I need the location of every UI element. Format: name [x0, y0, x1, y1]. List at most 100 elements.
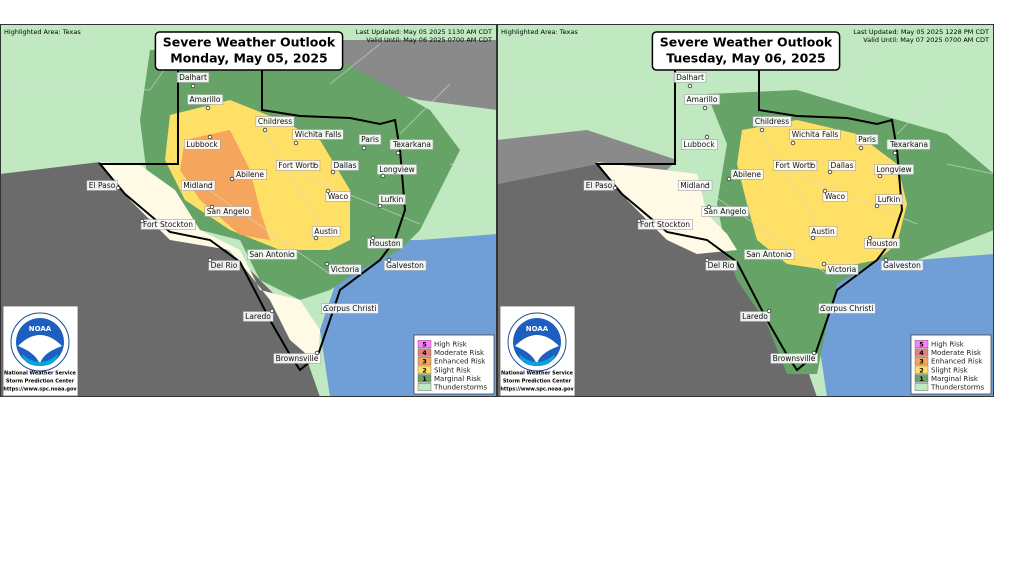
city-dot	[892, 150, 898, 156]
city-label-bg	[825, 264, 859, 275]
city-label: San Angelo	[704, 207, 747, 216]
city-dot	[819, 306, 825, 312]
city-label: Longview	[876, 165, 911, 174]
legend-level: 3	[919, 358, 924, 366]
logo-text: NOAA	[29, 325, 52, 333]
legend-swatch	[914, 383, 929, 392]
city-label-bg	[770, 353, 819, 364]
road-line	[756, 123, 818, 225]
road-line	[449, 163, 497, 175]
legend-swatch	[417, 340, 432, 349]
city-dot	[190, 83, 196, 89]
city-dot	[821, 261, 827, 267]
legend-label: High Risk	[434, 341, 468, 349]
legend-label: Slight Risk	[931, 366, 969, 374]
city-label-bg	[321, 303, 379, 314]
road-line	[259, 123, 321, 225]
date: Monday, May 05, 2025	[170, 51, 327, 66]
city-label-bg	[828, 160, 856, 171]
city-label: San Angelo	[207, 207, 250, 216]
title: Severe Weather Outlook	[660, 35, 833, 50]
legend-label: Thunderstorms	[433, 384, 487, 392]
city-dot	[115, 185, 121, 191]
legend-swatch	[914, 340, 929, 349]
city-label-bg	[328, 264, 362, 275]
city-dot	[759, 127, 765, 133]
legend-level: 3	[422, 358, 427, 366]
city-label: Galveston	[883, 261, 921, 270]
legend-label: Enhanced Risk	[931, 358, 983, 366]
city-label: Wichita Falls	[792, 130, 839, 139]
legend-level: 2	[422, 366, 427, 374]
map-panel: Highlighted Area: Texas Last Updated: May…	[0, 24, 497, 397]
city-dot	[704, 257, 710, 263]
city-dot	[704, 183, 710, 189]
road-line	[199, 183, 331, 275]
city-label-bg	[86, 180, 118, 191]
legend-level: 4	[422, 349, 427, 357]
road-line	[946, 163, 994, 175]
city-label: Corpus Christi	[324, 304, 377, 313]
legend-swatch	[914, 365, 929, 374]
agency-text: https://www.spc.noaa.gov	[3, 387, 77, 393]
city-dot	[377, 203, 383, 209]
city-label-bg	[325, 191, 351, 202]
city-label-bg	[886, 139, 931, 150]
legend-label: Marginal Risk	[931, 375, 979, 383]
valid-until: Valid Until: May 07 2025 0700 AM CDT	[863, 36, 989, 44]
city-label: Texarkana	[889, 140, 928, 149]
city-dot	[207, 183, 213, 189]
city-label-bg	[176, 72, 210, 83]
city-label: Victoria	[331, 265, 359, 274]
legend-swatch	[417, 357, 432, 366]
city-label: Midland	[680, 181, 710, 190]
valid-until: Valid Until: May 06 2025 0700 AM CDT	[366, 36, 492, 44]
city-dot	[858, 145, 864, 151]
agency-text: Storm Prediction Center	[6, 379, 75, 385]
agency-text: Storm Prediction Center	[503, 379, 572, 385]
city-label-bg	[673, 72, 707, 83]
city-label: Waco	[328, 192, 349, 201]
city-dot	[207, 257, 213, 263]
city-label: Austin	[314, 227, 338, 236]
city-label: Brownsville	[276, 354, 319, 363]
road-line	[696, 183, 828, 275]
city-label: Laredo	[245, 312, 271, 321]
legend-level: 4	[919, 349, 924, 357]
city-label: Del Rio	[708, 261, 735, 270]
city-label: Waco	[825, 192, 846, 201]
city-label-bg	[677, 180, 713, 191]
agency-text: National Weather Service	[4, 371, 77, 377]
city-label: Lufkin	[381, 195, 404, 204]
city-label-bg	[873, 164, 915, 175]
city-label-bg	[311, 226, 341, 237]
city-dot	[706, 204, 712, 210]
risk-area	[330, 40, 497, 110]
highlighted-area: Highlighted Area: Texas	[4, 28, 81, 36]
legend-level: 1	[422, 375, 427, 383]
city-label-bg	[276, 160, 321, 171]
city-label: Abilene	[733, 170, 761, 179]
city-label: Dallas	[333, 161, 356, 170]
risk-area	[597, 162, 737, 254]
legend-label: Moderate Risk	[931, 349, 982, 357]
title: Severe Weather Outlook	[163, 35, 336, 50]
city-label: Houston	[866, 239, 897, 248]
map-panel: Highlighted Area: Texas Last Updated: May…	[497, 24, 994, 397]
city-dot	[386, 257, 392, 263]
city-label: Laredo	[742, 312, 768, 321]
city-label-bg	[376, 164, 418, 175]
legend-label: Marginal Risk	[434, 375, 482, 383]
city-dot	[330, 169, 336, 175]
city-label-bg	[822, 191, 848, 202]
city-label-bg	[583, 180, 615, 191]
city-label-bg	[331, 160, 359, 171]
city-label: Fort Worth	[278, 161, 318, 170]
city-label: Amarillo	[190, 95, 221, 104]
city-dot	[314, 350, 320, 356]
city-dot	[874, 203, 880, 209]
city-dot	[209, 204, 215, 210]
city-label: Galveston	[386, 261, 424, 270]
road-line	[329, 43, 381, 85]
city-dot	[361, 145, 367, 151]
